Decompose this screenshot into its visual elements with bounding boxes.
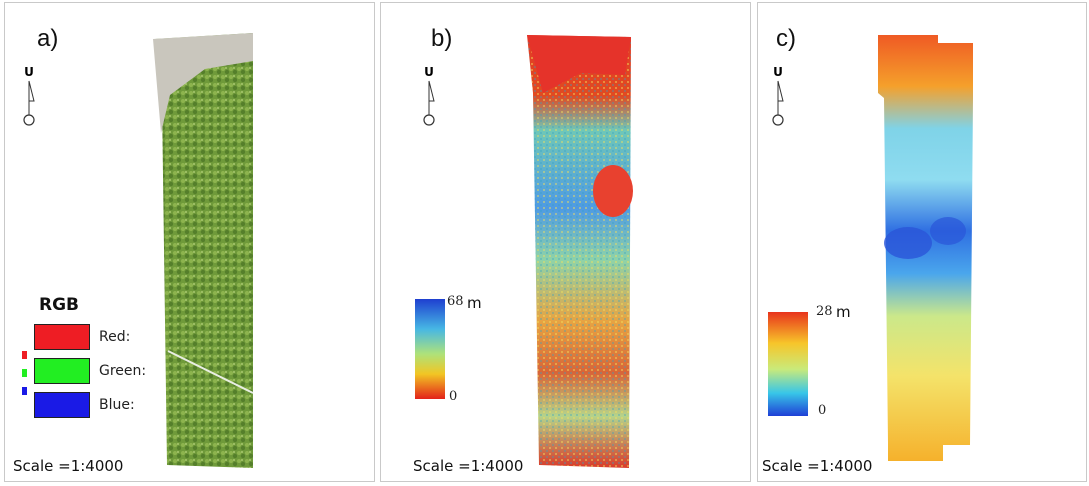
north-letter: U [424, 65, 434, 79]
colorbar-max: 28 [816, 304, 833, 319]
legend-label-blue: Blue: [99, 397, 135, 413]
north-arrow: U [21, 65, 37, 132]
colorbar-min: 0 [449, 389, 458, 404]
elevation-map-b [527, 35, 633, 468]
colorbar-max: 68 [447, 294, 464, 309]
north-arrow: U [770, 65, 786, 132]
legend-swatch-blue [34, 392, 90, 418]
colorbar-c [768, 312, 808, 416]
scale-text: Scale =1:4000 [411, 457, 526, 475]
legend-swatch-red [34, 324, 90, 350]
north-letter: U [24, 65, 34, 79]
legend-label-red: Red: [99, 329, 131, 345]
map-panel-c: c) U 28 m 0 Scale =1:4000 [757, 2, 1087, 482]
north-arrow-icon [423, 80, 435, 126]
scale-text: Scale =1:4000 [760, 457, 875, 475]
panel-label: a) [37, 25, 59, 52]
colorbar-unit: m [836, 303, 851, 321]
colorbar-b [415, 299, 445, 399]
colorbar-unit: m [467, 294, 482, 312]
legend-title: RGB [39, 295, 80, 315]
north-arrow-icon [23, 80, 35, 126]
rgb-orthophoto [153, 33, 254, 468]
legend-label-green: Green: [99, 363, 147, 379]
legend-rgb-mini [22, 351, 27, 395]
scale-text: Scale =1:4000 [11, 457, 126, 475]
north-letter: U [773, 65, 783, 79]
panel-label: c) [776, 25, 796, 52]
colorbar-min: 0 [818, 403, 827, 418]
north-arrow-icon [772, 80, 784, 126]
north-arrow: U [421, 65, 437, 132]
map-panel-a: a) U RGB Red: Green: Blue: Scale =1:4000 [4, 2, 375, 482]
legend-swatch-green [34, 358, 90, 384]
map-panel-b: b) U 68 m 0 Scale =1:4000 [380, 2, 751, 482]
elevation-map-c [878, 35, 973, 461]
panel-label: b) [431, 25, 453, 52]
